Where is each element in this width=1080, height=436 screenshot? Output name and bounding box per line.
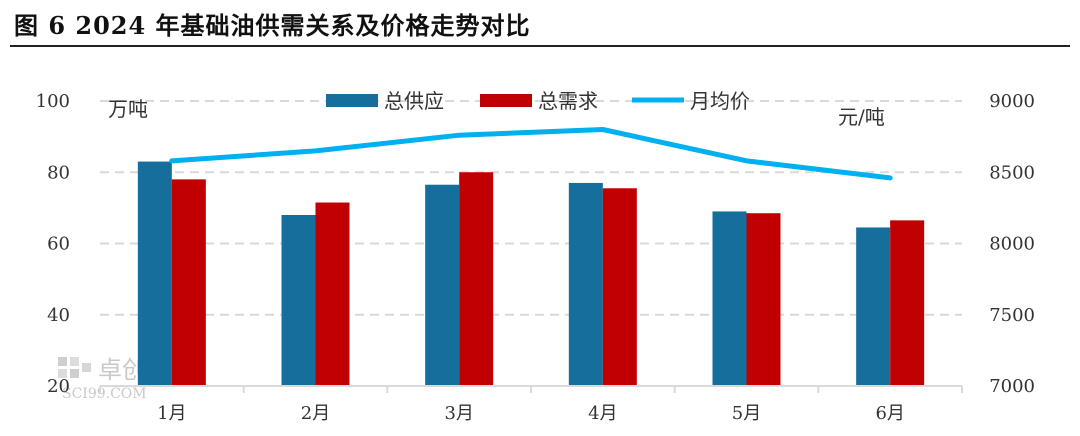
title-rule bbox=[10, 45, 1070, 47]
x-tick-label: 3月 bbox=[444, 403, 473, 424]
y-right-tick-label: 7500 bbox=[989, 305, 1035, 326]
y-right-tick-label: 8500 bbox=[989, 162, 1035, 183]
legend-price-label: 月均价 bbox=[690, 89, 750, 113]
supply-bar bbox=[137, 161, 172, 386]
y-left-tick-label: 100 bbox=[36, 91, 70, 112]
demand-bar bbox=[171, 179, 206, 386]
x-tick-label: 6月 bbox=[875, 403, 904, 424]
x-axis: 1月 2月 3月 4月 5月 6月 bbox=[99, 385, 963, 424]
demand-bar bbox=[459, 172, 494, 386]
x-tick-label: 1月 bbox=[157, 403, 186, 424]
y-right-tick-label: 7000 bbox=[989, 376, 1035, 397]
legend-demand-label: 总需求 bbox=[538, 89, 598, 113]
y-left-tick-label: 60 bbox=[47, 234, 70, 255]
y-right-tick-label: 9000 bbox=[989, 91, 1035, 112]
y-axis-right: 7000 7500 8000 8500 9000 bbox=[989, 91, 1035, 397]
supply-bar bbox=[281, 215, 316, 386]
demand-bar bbox=[746, 213, 781, 386]
gridlines bbox=[100, 100, 962, 316]
x-tick-label: 5月 bbox=[732, 403, 761, 424]
supply-bar bbox=[425, 184, 460, 386]
supply-bar bbox=[568, 182, 603, 386]
y-right-unit: 元/吨 bbox=[838, 105, 885, 129]
y-left-tick-label: 80 bbox=[47, 162, 70, 183]
legend-supply-swatch bbox=[326, 94, 378, 107]
demand-bar bbox=[602, 188, 637, 386]
y-left-tick-label: 20 bbox=[47, 376, 70, 397]
bars bbox=[137, 161, 925, 386]
price-series-line bbox=[169, 127, 893, 181]
x-tick-label: 2月 bbox=[301, 403, 330, 424]
demand-bar bbox=[890, 220, 925, 386]
legend: 总供应 总需求 月均价 bbox=[326, 89, 750, 113]
legend-supply-label: 总供应 bbox=[384, 89, 444, 113]
y-left-unit: 万吨 bbox=[108, 97, 148, 121]
chart-title: 图 6 2024 年基础油供需关系及价格走势对比 bbox=[14, 11, 531, 40]
price-line bbox=[169, 127, 893, 181]
watermark-logo-icon bbox=[58, 357, 91, 378]
demand-bar bbox=[315, 202, 350, 386]
y-axis-left: 20 40 60 80 100 bbox=[36, 91, 70, 397]
supply-bar bbox=[856, 227, 891, 386]
legend-demand-swatch bbox=[480, 94, 532, 107]
x-tick-label: 4月 bbox=[588, 403, 617, 424]
supply-bar bbox=[712, 211, 747, 386]
y-right-tick-label: 8000 bbox=[989, 234, 1035, 255]
y-left-tick-label: 40 bbox=[47, 305, 70, 326]
watermark-sub: SCI99.COM bbox=[62, 386, 147, 402]
